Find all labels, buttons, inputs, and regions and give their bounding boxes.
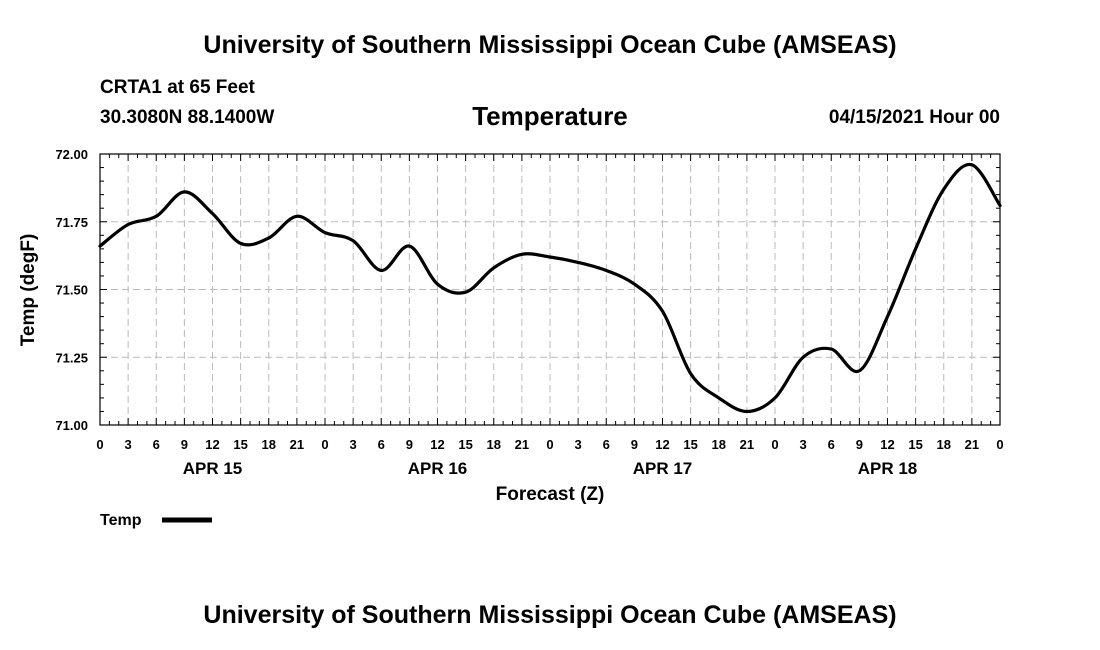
day-labels: APR 15 APR 16 APR 17 APR 18	[183, 459, 918, 478]
day-label: APR 16	[408, 459, 468, 478]
forecast-time: 04/15/2021 Hour 00	[828, 107, 1000, 128]
x-tick-label: 9	[856, 437, 863, 452]
x-tick-label: 18	[262, 437, 276, 452]
footer-title: University of Southern Mississippi Ocean…	[203, 601, 897, 629]
day-label: APR 15	[183, 459, 243, 478]
x-tick-label: 15	[908, 437, 922, 452]
x-tick-label: 0	[321, 437, 328, 452]
series-layer	[98, 162, 1002, 414]
x-tick-label: 15	[233, 437, 247, 452]
x-tick-label: 6	[828, 437, 835, 452]
x-tick-label: 6	[603, 437, 610, 452]
x-tick-label: 3	[800, 437, 807, 452]
station-coordinates: 30.3080N 88.1400W	[100, 107, 275, 128]
day-label: APR 18	[858, 459, 918, 478]
x-tick-label: 12	[205, 437, 219, 452]
series-line-temp	[98, 162, 1002, 414]
x-tick-label: 9	[631, 437, 638, 452]
y-tick-label: 71.75	[55, 215, 88, 230]
x-tick-label: 21	[515, 437, 529, 452]
x-tick-label: 3	[575, 437, 582, 452]
x-axis-title: Forecast (Z)	[496, 484, 605, 505]
x-tick-label: 0	[546, 437, 553, 452]
grid-lines	[100, 154, 1000, 425]
y-axis-title: Temp (degF)	[18, 234, 39, 347]
x-tick-label: 21	[290, 437, 304, 452]
y-tick-label: 71.50	[55, 283, 88, 298]
x-tick-label: 12	[880, 437, 894, 452]
x-tick-label: 21	[740, 437, 754, 452]
x-tick-label: 6	[378, 437, 385, 452]
x-tick-label: 15	[458, 437, 472, 452]
x-tick-label: 18	[937, 437, 951, 452]
legend: Temp	[100, 512, 212, 529]
x-tick-label: 0	[771, 437, 778, 452]
x-tick-label: 3	[125, 437, 132, 452]
x-tick-label: 9	[181, 437, 188, 452]
x-tick-label: 3	[350, 437, 357, 452]
y-tick-label: 72.00	[55, 147, 88, 162]
station-name: CRTA1 at 65 Feet	[100, 77, 255, 98]
legend-label: Temp	[100, 512, 142, 529]
header-title: University of Southern Mississippi Ocean…	[203, 31, 897, 59]
y-tick-label: 71.00	[55, 418, 88, 433]
x-tick-label: 12	[430, 437, 444, 452]
x-tick-label: 6	[153, 437, 160, 452]
chart-title: Temperature	[472, 101, 628, 131]
plot-frame	[99, 153, 1001, 426]
day-label: APR 17	[633, 459, 693, 478]
y-tick-labels: 71.00 71.25 71.50 71.75 72.00	[55, 147, 88, 433]
x-tick-label: 9	[406, 437, 413, 452]
x-tick-label: 0	[996, 437, 1003, 452]
x-tick-label: 18	[712, 437, 726, 452]
x-tick-label: 12	[655, 437, 669, 452]
x-tick-label: 21	[965, 437, 979, 452]
y-tick-label: 71.25	[55, 350, 88, 365]
x-tick-labels: 0 3 6 9 12 15 18 21 0 3 6 9 12 15 18 21 0 3 6 9 12 15 18 21 0 3 6 9…	[96, 437, 1003, 452]
x-tick-label: 15	[683, 437, 697, 452]
x-tick-label: 0	[96, 437, 103, 452]
x-tick-label: 18	[487, 437, 501, 452]
